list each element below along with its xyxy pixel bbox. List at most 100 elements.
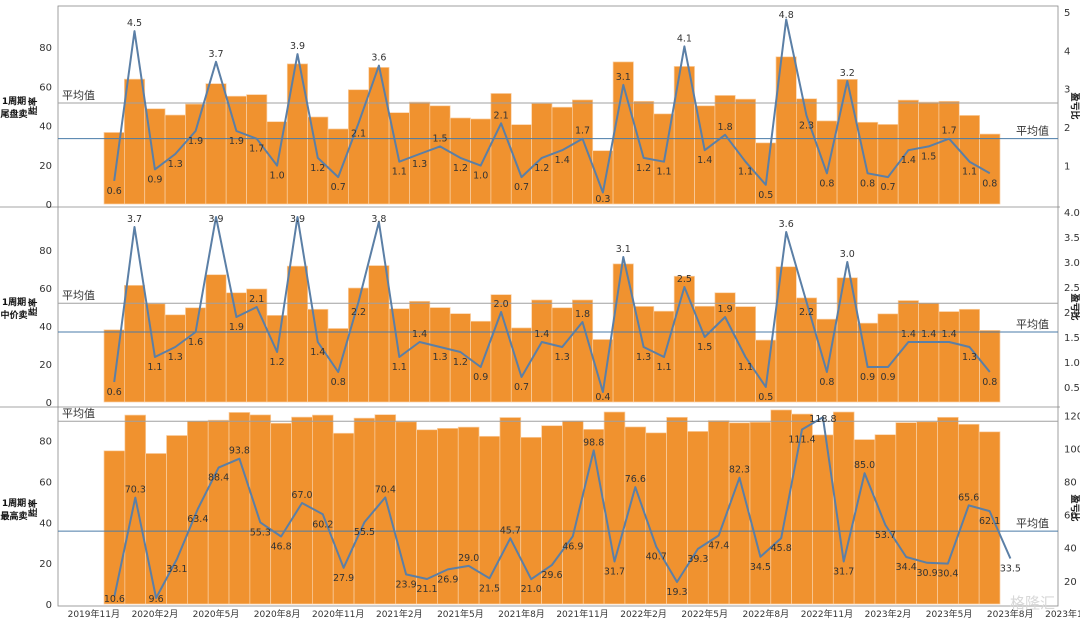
left-axis-label: 胜率 xyxy=(27,499,39,518)
win-rate-bar xyxy=(572,99,594,205)
win-rate-average-label: 平均值 xyxy=(62,289,95,302)
left-axis-tick: 40 xyxy=(39,122,52,133)
ratio-data-label: 1.2 xyxy=(310,163,325,174)
win-rate-bar xyxy=(857,121,879,205)
ratio-data-label: 4.1 xyxy=(677,33,692,44)
ratio-data-label: 1.4 xyxy=(412,329,427,340)
ratio-data-label: 76.6 xyxy=(625,474,646,485)
ratio-data-label: 3.7 xyxy=(127,214,142,225)
ratio-data-label: 1.1 xyxy=(738,362,753,373)
x-axis-tick: 2020年2月 xyxy=(132,608,179,620)
win-rate-bar xyxy=(562,420,584,605)
ratio-data-label: 2.1 xyxy=(249,294,264,305)
ratio-data-label: 111.4 xyxy=(788,435,815,446)
ratio-data-label: 1.4 xyxy=(555,155,570,166)
x-axis-tick: 2022年5月 xyxy=(681,608,728,620)
ratio-data-label: 39.3 xyxy=(687,554,708,565)
win-rate-bar xyxy=(187,420,209,605)
win-rate-bar xyxy=(874,434,897,605)
win-rate-bar xyxy=(185,103,207,205)
panel-2: 平均值平均值0.63.71.11.31.63.91.92.11.23.91.40… xyxy=(0,208,1080,409)
ratio-data-label: 33.1 xyxy=(166,564,187,575)
ratio-data-label: 1.5 xyxy=(921,151,936,162)
right-axis-tick: 3 xyxy=(1064,85,1070,96)
win-rate-bar xyxy=(270,422,292,605)
ratio-data-label: 1.3 xyxy=(962,352,977,363)
ratio-data-label: 1.7 xyxy=(575,126,590,137)
ratio-average-label: 平均值 xyxy=(1016,517,1049,530)
win-rate-bar xyxy=(957,423,980,605)
ratio-data-label: 1.1 xyxy=(738,167,753,178)
win-rate-bar xyxy=(958,115,980,205)
right-axis-label: 盈亏比 xyxy=(1069,493,1080,521)
right-axis-tick: 2.5 xyxy=(1064,283,1080,294)
ratio-data-label: 1.0 xyxy=(270,171,285,182)
right-axis-tick: 80 xyxy=(1064,478,1077,489)
win-rate-bar xyxy=(687,431,709,605)
ratio-data-label: 3.2 xyxy=(840,68,855,79)
panel-label-line2: 最高卖 xyxy=(0,510,27,522)
ratio-data-label: 63.4 xyxy=(187,514,208,525)
ratio-data-label: 3.1 xyxy=(616,72,631,83)
ratio-data-label: 2.1 xyxy=(351,128,366,139)
ratio-data-label: 1.4 xyxy=(942,329,957,340)
ratio-line xyxy=(113,216,991,393)
panel-label: 1周期 xyxy=(2,497,26,509)
ratio-data-label: 1.4 xyxy=(901,155,916,166)
ratio-data-label: 46.8 xyxy=(271,542,292,553)
x-axis-tick: 2023年8月 xyxy=(987,608,1034,620)
win-rate-bar xyxy=(470,118,492,205)
ratio-data-label: 1.3 xyxy=(168,159,183,170)
ratio-data-label: 3.6 xyxy=(779,219,794,230)
ratio-data-label: 0.7 xyxy=(331,182,346,193)
win-rate-bar xyxy=(816,120,838,205)
win-rate-bar xyxy=(979,330,1001,403)
win-rate-bar xyxy=(457,426,480,605)
win-rate-bar xyxy=(749,421,772,605)
ratio-data-label: 0.9 xyxy=(880,372,895,383)
right-axis-label: 盈亏比 xyxy=(1069,91,1080,119)
ratio-data-label: 1.9 xyxy=(188,136,203,147)
ratio-data-label: 46.9 xyxy=(562,541,583,552)
left-axis-tick: 80 xyxy=(39,246,52,257)
win-rate-bar xyxy=(207,419,230,605)
ratio-data-label: 0.7 xyxy=(514,182,529,193)
win-rate-bar xyxy=(145,453,167,605)
win-rate-bar xyxy=(185,307,207,403)
ratio-data-label: 3.7 xyxy=(208,49,223,60)
ratio-data-label: 1.1 xyxy=(392,362,407,373)
right-axis-tick: 4 xyxy=(1064,46,1070,57)
ratio-data-label: 85.0 xyxy=(854,460,875,471)
panel-label: 1周期 xyxy=(2,296,26,308)
ratio-data-label: 0.8 xyxy=(331,377,346,388)
ratio-data-label: 3.9 xyxy=(290,214,305,225)
ratio-data-label: 55.5 xyxy=(354,527,375,538)
x-axis-tick: 2021年11月 xyxy=(556,608,608,620)
win-rate-bar xyxy=(918,302,940,403)
ratio-data-label: 3.9 xyxy=(208,214,223,225)
x-axis-tick: 2021年2月 xyxy=(376,608,423,620)
ratio-data-label: 0.6 xyxy=(107,387,122,398)
ratio-data-label: 1.4 xyxy=(921,329,936,340)
win-rate-bar xyxy=(734,306,756,403)
win-rate-bar xyxy=(205,274,227,403)
win-rate-bar xyxy=(499,417,522,605)
left-axis-tick: 0 xyxy=(46,200,52,211)
left-axis-label: 胜率 xyxy=(27,97,39,116)
win-rate-bar xyxy=(205,83,227,205)
left-axis-tick: 80 xyxy=(39,437,52,448)
ratio-data-label: 1.9 xyxy=(229,136,244,147)
ratio-data-label: 47.4 xyxy=(708,541,729,552)
ratio-data-label: 31.7 xyxy=(604,567,625,578)
ratio-data-label: 1.4 xyxy=(901,329,916,340)
x-axis-tick: 2023年11月 xyxy=(1045,608,1080,620)
win-rate-bar xyxy=(612,61,634,205)
ratio-data-label: 3.6 xyxy=(371,53,386,64)
win-rate-bar xyxy=(124,78,146,205)
win-rate-bar xyxy=(348,89,370,205)
ratio-data-label: 45.8 xyxy=(771,543,792,554)
win-rate-bar xyxy=(249,414,272,605)
right-axis-tick: 40 xyxy=(1064,544,1077,555)
left-axis-tick: 20 xyxy=(39,360,52,371)
